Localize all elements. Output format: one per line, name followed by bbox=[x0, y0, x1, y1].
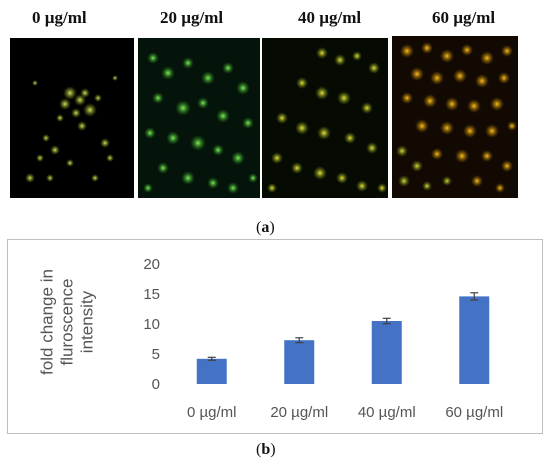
micrograph-0-image bbox=[10, 38, 134, 198]
x-tick-label: 20 µg/ml bbox=[270, 404, 328, 421]
caption-a-close: ) bbox=[269, 219, 275, 236]
x-tick-label: 60 µg/ml bbox=[445, 404, 503, 421]
caption-a-letter: a bbox=[261, 219, 270, 236]
y-tick-label: 20 bbox=[143, 256, 160, 273]
micrograph-60 bbox=[392, 36, 518, 198]
y-tick-label: 10 bbox=[143, 316, 160, 333]
micrograph-20 bbox=[138, 38, 260, 198]
caption-b-letter: b bbox=[261, 441, 271, 458]
x-tick-label: 40 µg/ml bbox=[358, 404, 416, 421]
caption-b-open: ( bbox=[256, 441, 262, 458]
y-axis-label-line: fluroscence bbox=[57, 279, 76, 366]
y-tick-label: 15 bbox=[143, 286, 160, 303]
caption-a-open: ( bbox=[256, 219, 262, 236]
micrograph-label-40: 40 µg/ml bbox=[298, 8, 362, 27]
caption-b-close: ) bbox=[270, 441, 276, 458]
chart-frame: 0 5 10 15 20 fold change in fluroscence intensi… bbox=[7, 239, 543, 434]
bar bbox=[196, 358, 227, 384]
micrograph-60-image bbox=[392, 36, 518, 198]
y-tick-label: 0 bbox=[152, 376, 160, 393]
bar bbox=[371, 321, 402, 384]
caption-a: (a) bbox=[256, 219, 275, 237]
bar bbox=[459, 296, 490, 384]
micrograph-40 bbox=[262, 38, 388, 198]
micrograph-20-image bbox=[138, 38, 260, 198]
micrograph-40-image bbox=[262, 38, 388, 198]
y-tick-label: 5 bbox=[152, 346, 160, 363]
x-tick-label: 0 µg/ml bbox=[187, 404, 237, 421]
bar bbox=[284, 340, 315, 384]
bar-chart: 0 5 10 15 20 fold change in fluroscence intensi… bbox=[37, 256, 503, 421]
micrograph-0 bbox=[10, 38, 134, 198]
micrograph-label-60: 60 µg/ml bbox=[432, 8, 496, 27]
micrograph-label-20: 20 µg/ml bbox=[160, 8, 224, 27]
micrograph-label-0: 0 µg/ml bbox=[32, 8, 87, 27]
y-axis-label-line: fold change in bbox=[37, 269, 56, 375]
caption-b: (b) bbox=[256, 441, 276, 459]
y-axis-label-line: intensity bbox=[77, 290, 96, 353]
